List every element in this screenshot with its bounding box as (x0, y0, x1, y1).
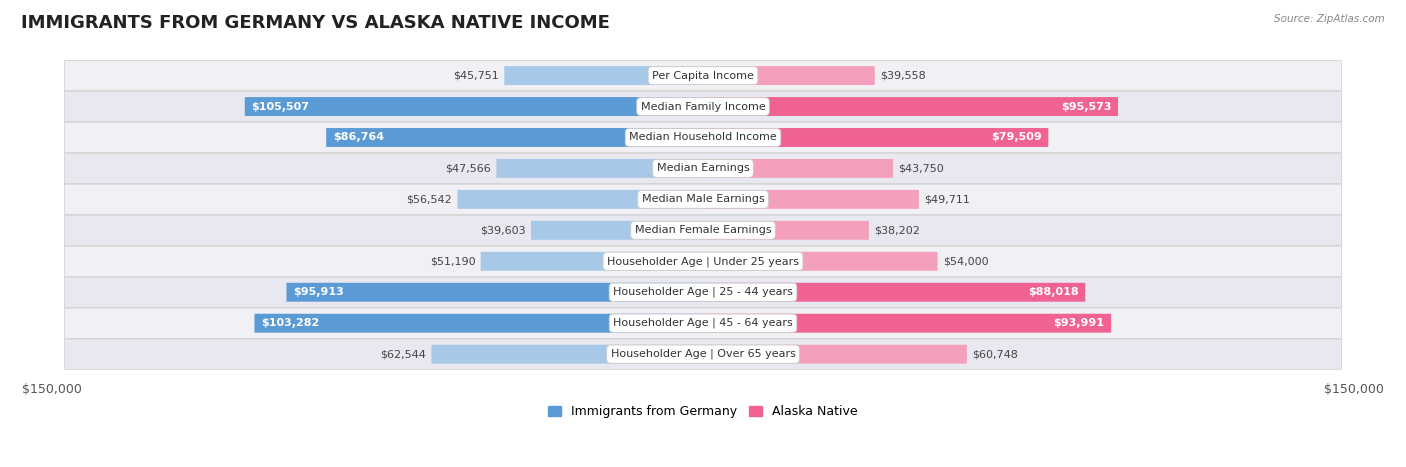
Legend: Immigrants from Germany, Alaska Native: Immigrants from Germany, Alaska Native (543, 400, 863, 423)
FancyBboxPatch shape (65, 277, 1341, 307)
FancyBboxPatch shape (65, 184, 1341, 214)
FancyBboxPatch shape (65, 246, 1341, 276)
FancyBboxPatch shape (457, 190, 703, 209)
FancyBboxPatch shape (326, 128, 703, 147)
Text: Householder Age | 25 - 44 years: Householder Age | 25 - 44 years (613, 287, 793, 297)
FancyBboxPatch shape (481, 252, 703, 271)
FancyBboxPatch shape (65, 60, 1341, 91)
Text: $56,542: $56,542 (406, 194, 453, 205)
Text: $43,750: $43,750 (898, 163, 943, 173)
Text: Householder Age | Under 25 years: Householder Age | Under 25 years (607, 256, 799, 267)
FancyBboxPatch shape (65, 339, 1341, 369)
Text: Median Female Earnings: Median Female Earnings (634, 226, 772, 235)
Text: $45,751: $45,751 (453, 71, 499, 81)
FancyBboxPatch shape (703, 128, 1049, 147)
Text: $103,282: $103,282 (262, 318, 319, 328)
Text: $39,603: $39,603 (481, 226, 526, 235)
FancyBboxPatch shape (65, 92, 1341, 122)
FancyBboxPatch shape (65, 122, 1341, 153)
FancyBboxPatch shape (254, 314, 703, 333)
FancyBboxPatch shape (703, 252, 938, 271)
Text: Median Household Income: Median Household Income (628, 133, 778, 142)
Text: $38,202: $38,202 (875, 226, 920, 235)
Text: $88,018: $88,018 (1028, 287, 1078, 297)
FancyBboxPatch shape (703, 190, 920, 209)
FancyBboxPatch shape (65, 215, 1341, 246)
Text: $86,764: $86,764 (333, 133, 384, 142)
Text: $95,913: $95,913 (292, 287, 343, 297)
Text: $39,558: $39,558 (880, 71, 925, 81)
Text: Median Family Income: Median Family Income (641, 101, 765, 112)
Text: Per Capita Income: Per Capita Income (652, 71, 754, 81)
Text: Householder Age | 45 - 64 years: Householder Age | 45 - 64 years (613, 318, 793, 328)
FancyBboxPatch shape (703, 66, 875, 85)
Text: $60,748: $60,748 (972, 349, 1018, 359)
FancyBboxPatch shape (65, 308, 1341, 339)
Text: Median Male Earnings: Median Male Earnings (641, 194, 765, 205)
FancyBboxPatch shape (505, 66, 703, 85)
FancyBboxPatch shape (432, 345, 703, 364)
FancyBboxPatch shape (703, 221, 869, 240)
FancyBboxPatch shape (703, 97, 1118, 116)
Text: Median Earnings: Median Earnings (657, 163, 749, 173)
Text: $62,544: $62,544 (380, 349, 426, 359)
FancyBboxPatch shape (703, 314, 1111, 333)
FancyBboxPatch shape (245, 97, 703, 116)
Text: Householder Age | Over 65 years: Householder Age | Over 65 years (610, 349, 796, 360)
Text: $54,000: $54,000 (943, 256, 988, 266)
FancyBboxPatch shape (531, 221, 703, 240)
Text: $93,991: $93,991 (1053, 318, 1105, 328)
FancyBboxPatch shape (703, 283, 1085, 302)
Text: $105,507: $105,507 (252, 101, 309, 112)
Text: $79,509: $79,509 (991, 133, 1042, 142)
Text: $49,711: $49,711 (924, 194, 970, 205)
Text: $51,190: $51,190 (430, 256, 475, 266)
FancyBboxPatch shape (287, 283, 703, 302)
Text: IMMIGRANTS FROM GERMANY VS ALASKA NATIVE INCOME: IMMIGRANTS FROM GERMANY VS ALASKA NATIVE… (21, 14, 610, 32)
Text: Source: ZipAtlas.com: Source: ZipAtlas.com (1274, 14, 1385, 24)
FancyBboxPatch shape (703, 345, 967, 364)
Text: $95,573: $95,573 (1062, 101, 1112, 112)
Text: $47,566: $47,566 (446, 163, 491, 173)
FancyBboxPatch shape (703, 159, 893, 178)
FancyBboxPatch shape (496, 159, 703, 178)
FancyBboxPatch shape (65, 153, 1341, 184)
